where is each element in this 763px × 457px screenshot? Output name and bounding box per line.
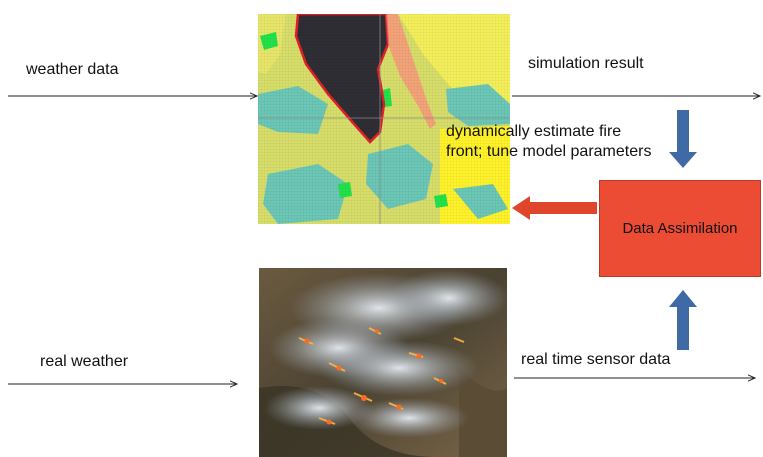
estimate-fire-front-label: dynamically estimate fire front; tune mo… bbox=[446, 123, 652, 160]
simulation-result-label: simulation result bbox=[528, 55, 644, 72]
wildfire-photo-image bbox=[259, 268, 507, 457]
data-assimilation-label: Data Assimilation bbox=[622, 220, 738, 237]
real-weather-label: real weather bbox=[40, 353, 129, 370]
data-assimilation-box: Data Assimilation bbox=[599, 180, 761, 277]
blue-up-arrow bbox=[669, 290, 697, 350]
red-left-arrow bbox=[512, 196, 597, 220]
simulation-map-image bbox=[258, 14, 510, 224]
weather-data-label: weather data bbox=[26, 61, 119, 78]
blue-down-arrow bbox=[669, 110, 697, 168]
sensor-data-label: real time sensor data bbox=[521, 351, 671, 368]
